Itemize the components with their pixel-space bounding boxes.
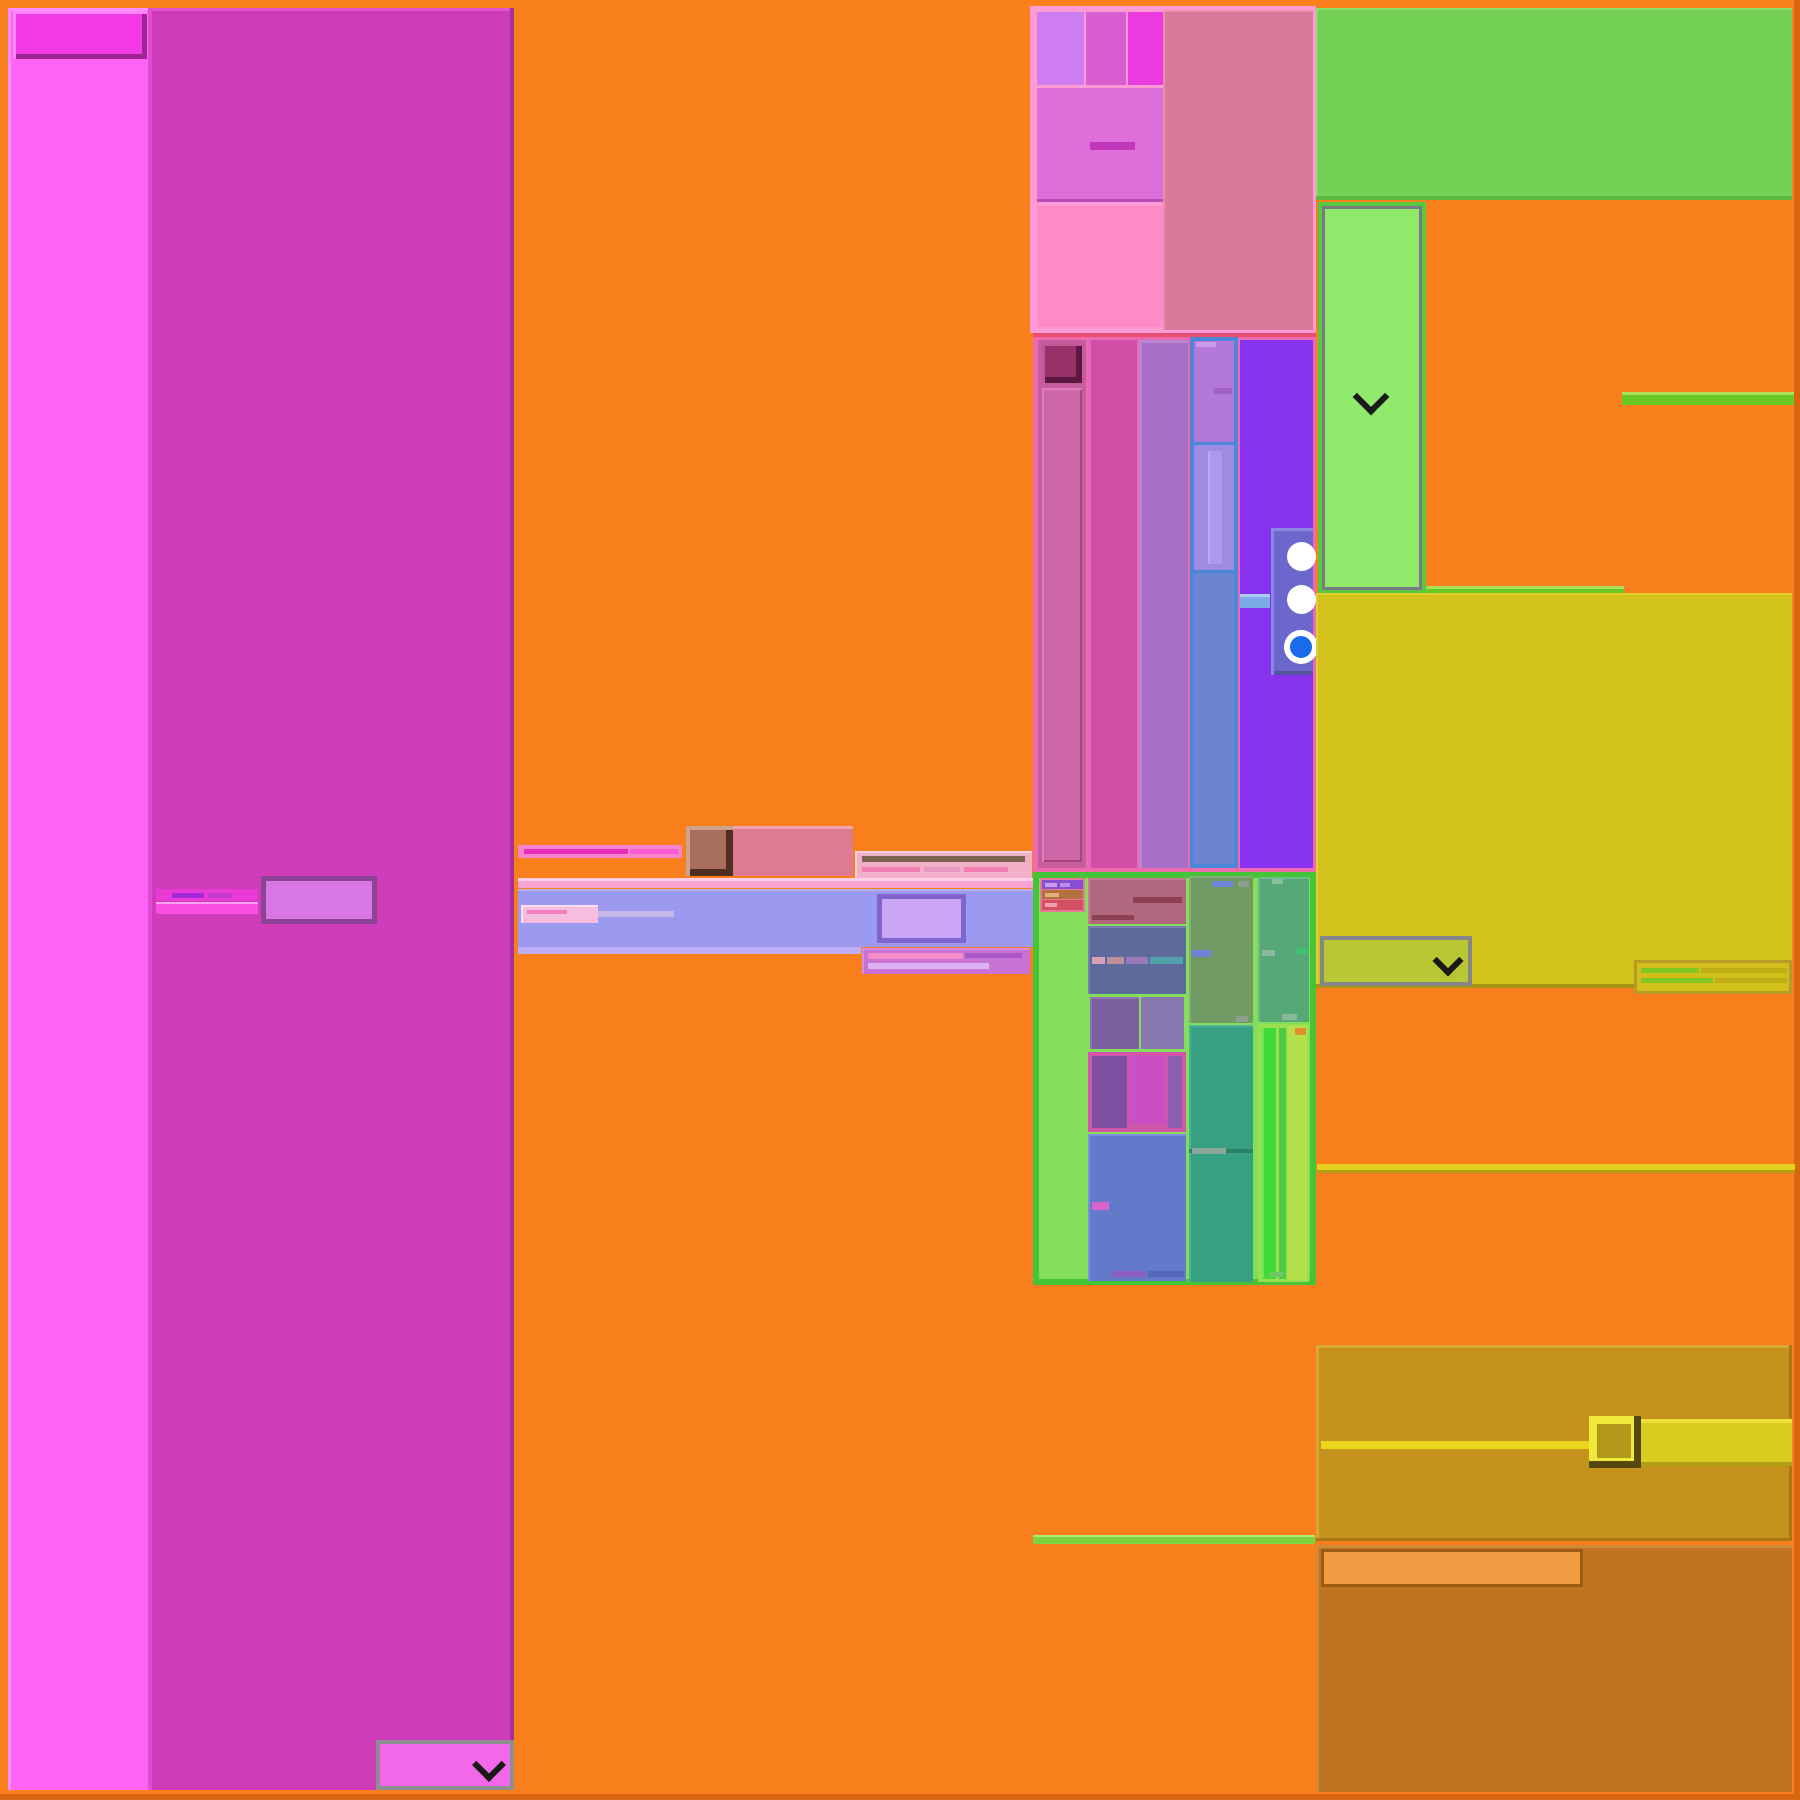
stripes-area-yellowgreen [1288, 1026, 1307, 1280]
tcp-block-orchid-bar [1090, 142, 1135, 150]
blue-block-bottom-dash-1 [1112, 1271, 1146, 1277]
sbsp-line-pink [868, 953, 963, 959]
yellow-select[interactable] [1320, 936, 1472, 986]
legend-dash-tan [1045, 893, 1059, 897]
band-lavender-bar [518, 947, 861, 954]
slider-handle[interactable] [1597, 1424, 1631, 1458]
yellow-block [1316, 593, 1792, 988]
stack-purple-right [1141, 997, 1184, 1049]
ysb-line-green-1 [1641, 968, 1699, 973]
sg-dash-4 [1282, 1014, 1297, 1020]
radio-option-2[interactable] [1287, 585, 1316, 614]
magenta-striped-row-top [156, 889, 258, 901]
sg-dash-3 [1296, 948, 1308, 954]
band-small-bar-line [527, 910, 567, 914]
slate-dash-pink [1092, 957, 1105, 964]
cluster-col-pink [1088, 340, 1137, 868]
slider-bar[interactable] [1641, 1419, 1792, 1466]
ysb-line-green-2 [1641, 978, 1713, 983]
srsp-pink-line-3 [964, 867, 1008, 872]
band-small-bar [521, 905, 598, 923]
mauve-line-1 [1133, 897, 1182, 903]
legend-dash-violet-2 [1060, 883, 1070, 887]
radio-option-selected[interactable] [1284, 630, 1318, 664]
cluster-dark-button[interactable] [1042, 343, 1082, 383]
cluster-blue-bottom-block [1194, 573, 1234, 864]
tall-green-select-inner[interactable] [1322, 206, 1422, 590]
top-right-green-block [1316, 8, 1792, 200]
sidebar-top-button[interactable] [13, 11, 147, 59]
ysb-line-olive-1 [1701, 968, 1787, 973]
left-sidebar [8, 8, 152, 1790]
tcp-block-pink [1037, 206, 1163, 327]
teal-dash-gray [1192, 1148, 1226, 1154]
magenta-striped-dash-1 [172, 893, 204, 898]
legend-dash-pink [1045, 903, 1057, 907]
dsg-dash-gray-2 [1236, 1016, 1248, 1022]
legend-dash-violet [1045, 883, 1057, 887]
stripes-dash-orange [1295, 1028, 1306, 1035]
green-rule-bottom [1033, 1535, 1315, 1544]
mauve-line-2 [1092, 915, 1134, 920]
strip-full-bar [518, 878, 1033, 888]
magenta-bordered-box[interactable] [261, 876, 377, 924]
strip-bar-magenta-line-2 [630, 849, 678, 854]
green-rule-right [1622, 392, 1794, 405]
slate-dash-purple [1126, 957, 1148, 964]
tcp-tile-orchid [1086, 12, 1126, 85]
sbsp-line-lavender [868, 963, 989, 969]
dsg-dash-gray [1238, 881, 1249, 887]
stripes-bar-green [1262, 1028, 1276, 1279]
strip-right-striped-panel [855, 851, 1032, 878]
ysb-line-olive-2 [1715, 978, 1787, 983]
srsp-pink-line-1 [862, 867, 920, 872]
cluster-col-amethyst [1139, 340, 1188, 868]
violet-small-bar [1240, 594, 1270, 608]
pink-frame-left [1092, 1056, 1127, 1128]
magenta-striped-dash-2 [208, 893, 232, 898]
cluster-blue-top-dash [1214, 388, 1232, 394]
stripes-dash-bottom [1270, 1272, 1283, 1277]
blue-block-pink-dash [1092, 1202, 1109, 1210]
blue-block-bottom-dash-2 [1148, 1271, 1184, 1277]
legend-row-brown [1042, 890, 1083, 899]
pink-frame-mid [1129, 1056, 1166, 1124]
dsg-dash-blue-2 [1192, 950, 1211, 957]
magenta-striped-row-bottom [156, 902, 258, 914]
cluster-blue-top-notch [1196, 342, 1216, 347]
tcp-block-dusty-pink [1163, 10, 1313, 330]
tcp-tile-light-purple [1037, 12, 1084, 85]
gold-rule [1321, 1441, 1596, 1449]
radio-option-1[interactable] [1287, 542, 1316, 571]
stripes-bar-green-2 [1279, 1028, 1286, 1279]
yellow-striped-box [1634, 960, 1792, 994]
strip-bottom-striped-panel [862, 948, 1030, 974]
srsp-brown-line [862, 856, 1025, 862]
band-purple-box[interactable] [877, 894, 966, 943]
strip-pink-card [733, 826, 853, 876]
brown-orange-bar [1321, 1549, 1583, 1587]
yellow-rule [1317, 1164, 1795, 1173]
slate-dash-teal [1150, 957, 1183, 964]
cluster-blue-mid-stripe [1208, 451, 1222, 564]
legend-row-red [1042, 900, 1083, 910]
tcp-tile-magenta [1128, 12, 1163, 85]
strip-brown-button[interactable] [686, 826, 733, 876]
sg-dash-2 [1262, 950, 1275, 956]
band-tail-line [598, 911, 674, 917]
dsg-dash-blue [1212, 881, 1233, 887]
sbsp-line-violet [965, 953, 1022, 958]
slate-dash-tan [1107, 957, 1124, 964]
sg-dash-1 [1272, 879, 1283, 884]
stack-purple-left [1090, 997, 1139, 1049]
cluster-col-mulberry-bar [1042, 388, 1082, 862]
strip-bar-magenta-line [524, 849, 628, 854]
bottom-left-dropdown[interactable] [376, 1740, 514, 1790]
card-darkseagreen [1189, 876, 1253, 1023]
srsp-pink-line-2 [924, 867, 960, 872]
pink-frame-right [1168, 1056, 1182, 1128]
